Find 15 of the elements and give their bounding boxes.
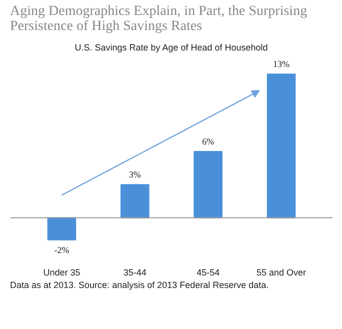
x-tick-label: 45-54	[196, 267, 220, 278]
text: Data as at 2013. Source: analysis of 2013 Federal Reserve data.	[10, 280, 269, 292]
chart-subtitle: U.S. Savings Rate by Age of Head of Household	[74, 42, 268, 52]
x-tick-label: Under 35	[43, 267, 80, 278]
data-label: -2%	[54, 244, 70, 255]
bar	[266, 73, 296, 218]
bar	[120, 184, 150, 218]
data-label: 3%	[128, 169, 142, 180]
x-tick-label: 55 and Over	[256, 267, 306, 278]
bar	[194, 150, 222, 218]
data-label: 13%	[273, 58, 290, 69]
x-tick-label: 35-44	[123, 267, 146, 278]
data-label: 6%	[202, 136, 215, 146]
chart-title: Aging Demographics Explain, in Part, the Surprising Persistence of High Savings Rates	[10, 4, 308, 35]
bar	[47, 217, 76, 240]
